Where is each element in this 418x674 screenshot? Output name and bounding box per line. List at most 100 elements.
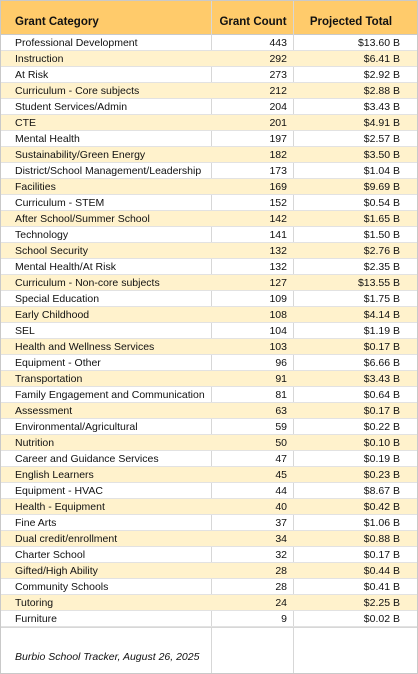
projected-total-cell: $0.17 B bbox=[363, 549, 400, 561]
projected-total-cell: $3.43 B bbox=[363, 373, 400, 385]
projected-total-cell: $0.42 B bbox=[363, 501, 400, 513]
grant-count-cell: 204 bbox=[269, 101, 287, 113]
table-row: Community Schools 28 $0.41 B bbox=[1, 579, 417, 595]
grant-category-cell: Curriculum - Core subjects bbox=[15, 85, 140, 97]
table-row: CTE 201 $4.91 B bbox=[1, 115, 417, 131]
table-row: Curriculum - Core subjects 212 $2.88 B bbox=[1, 83, 417, 99]
projected-total-cell: $0.88 B bbox=[363, 533, 400, 545]
table-row: Charter School 32 $0.17 B bbox=[1, 547, 417, 563]
table-row: After School/Summer School 142 $1.65 B bbox=[1, 211, 417, 227]
grant-category-cell: Career and Guidance Services bbox=[15, 453, 159, 465]
grant-category-cell: Sustainability/Green Energy bbox=[15, 149, 146, 161]
projected-total-cell: $0.23 B bbox=[363, 469, 400, 481]
projected-total-cell: $1.19 B bbox=[363, 325, 400, 337]
grant-count-cell: 197 bbox=[269, 133, 287, 145]
grant-count-cell: 212 bbox=[269, 85, 287, 97]
table-row: Tutoring 24 $2.25 B bbox=[1, 595, 417, 611]
projected-total-cell: $2.25 B bbox=[363, 597, 400, 609]
table-row: Student Services/Admin 204 $3.43 B bbox=[1, 99, 417, 115]
projected-total-cell: $2.76 B bbox=[363, 245, 400, 257]
table-row: Instruction 292 $6.41 B bbox=[1, 51, 417, 67]
grant-count-cell: 44 bbox=[275, 485, 287, 497]
table-row: Early Childhood 108 $4.14 B bbox=[1, 307, 417, 323]
grant-count-cell: 182 bbox=[269, 149, 287, 161]
grant-category-cell: Family Engagement and Communication bbox=[15, 389, 205, 401]
projected-total-cell: $0.22 B bbox=[363, 421, 400, 433]
table-row: Curriculum - STEM 152 $0.54 B bbox=[1, 195, 417, 211]
grant-category-cell: Early Childhood bbox=[15, 309, 90, 321]
projected-total-cell: $0.64 B bbox=[363, 389, 400, 401]
grant-category-cell: Furniture bbox=[15, 613, 58, 625]
grant-count-cell: 34 bbox=[275, 533, 287, 545]
grant-category-cell: Gifted/High Ability bbox=[15, 565, 98, 577]
table-row: Gifted/High Ability 28 $0.44 B bbox=[1, 563, 417, 579]
projected-total-cell: $1.06 B bbox=[363, 517, 400, 529]
grant-count-cell: 50 bbox=[275, 437, 287, 449]
table-row: District/School Management/Leadership 173… bbox=[1, 163, 417, 179]
projected-total-cell: $6.66 B bbox=[363, 357, 400, 369]
grant-category-cell: Tutoring bbox=[15, 597, 54, 609]
grant-count-cell: 104 bbox=[269, 325, 287, 337]
grant-count-cell: 28 bbox=[275, 581, 287, 593]
projected-total-cell: $1.75 B bbox=[363, 293, 400, 305]
grant-category-cell: SEL bbox=[15, 325, 35, 337]
grant-count-cell: 59 bbox=[275, 421, 287, 433]
projected-total-cell: $0.54 B bbox=[363, 197, 400, 209]
grant-category-cell: School Security bbox=[15, 245, 88, 257]
grant-count-cell: 443 bbox=[269, 37, 287, 49]
source-note: Burbio School Tracker, August 26, 2025 bbox=[15, 651, 200, 663]
table-row: English Learners 45 $0.23 B bbox=[1, 467, 417, 483]
projected-total-cell: $1.65 B bbox=[363, 213, 400, 225]
grant-count-cell: 91 bbox=[275, 373, 287, 385]
projected-total-cell: $2.57 B bbox=[363, 133, 400, 145]
grant-category-cell: Charter School bbox=[15, 549, 86, 561]
grant-category-cell: Mental Health/At Risk bbox=[15, 261, 116, 273]
grant-category-cell: Facilities bbox=[15, 181, 56, 193]
table-row: Dual credit/enrollment 34 $0.88 B bbox=[1, 531, 417, 547]
grant-count-cell: 173 bbox=[269, 165, 287, 177]
table-row: SEL 104 $1.19 B bbox=[1, 323, 417, 339]
grant-category-cell: Technology bbox=[15, 229, 69, 241]
projected-total-cell: $13.55 B bbox=[357, 277, 400, 289]
grant-count-cell: 28 bbox=[275, 565, 287, 577]
table-row: Environmental/Agricultural 59 $0.22 B bbox=[1, 419, 417, 435]
header-grant-category: Grant Category bbox=[15, 16, 99, 28]
grant-category-cell: Fine Arts bbox=[15, 517, 57, 529]
grant-category-cell: At Risk bbox=[15, 69, 49, 81]
grant-count-cell: 109 bbox=[269, 293, 287, 305]
grant-count-cell: 132 bbox=[269, 261, 287, 273]
projected-total-cell: $0.41 B bbox=[363, 581, 400, 593]
table-row: Facilities 169 $9.69 B bbox=[1, 179, 417, 195]
table-row: Nutrition 50 $0.10 B bbox=[1, 435, 417, 451]
grant-count-cell: 9 bbox=[281, 613, 287, 625]
projected-total-cell: $0.19 B bbox=[363, 453, 400, 465]
grant-count-cell: 96 bbox=[275, 357, 287, 369]
grant-count-cell: 37 bbox=[275, 517, 287, 529]
table-row: Fine Arts 37 $1.06 B bbox=[1, 515, 417, 531]
table-row: Career and Guidance Services 47 $0.19 B bbox=[1, 451, 417, 467]
grant-category-cell: District/School Management/Leadership bbox=[15, 165, 202, 177]
projected-total-cell: $4.91 B bbox=[363, 117, 400, 129]
grant-count-cell: 142 bbox=[269, 213, 287, 225]
grant-category-cell: Equipment - Other bbox=[15, 357, 101, 369]
grant-count-cell: 40 bbox=[275, 501, 287, 513]
table-row: Mental Health 197 $2.57 B bbox=[1, 131, 417, 147]
grant-count-cell: 152 bbox=[269, 197, 287, 209]
projected-total-cell: $1.50 B bbox=[363, 229, 400, 241]
grant-category-cell: Equipment - HVAC bbox=[15, 485, 103, 497]
projected-total-cell: $0.17 B bbox=[363, 341, 400, 353]
grant-category-cell: Curriculum - STEM bbox=[15, 197, 105, 209]
grant-category-cell: Student Services/Admin bbox=[15, 101, 128, 113]
grant-count-cell: 24 bbox=[275, 597, 287, 609]
grant-category-cell: Professional Development bbox=[15, 37, 138, 49]
projected-total-cell: $2.88 B bbox=[363, 85, 400, 97]
grant-category-cell: Nutrition bbox=[15, 437, 55, 449]
table-header: Grant Category Grant Count Projected Tot… bbox=[1, 1, 417, 35]
table-row: At Risk 273 $2.92 B bbox=[1, 67, 417, 83]
projected-total-cell: $2.35 B bbox=[363, 261, 400, 273]
table-footer: Burbio School Tracker, August 26, 2025 bbox=[1, 627, 417, 674]
table-row: Curriculum - Non-core subjects 127 $13.55 … bbox=[1, 275, 417, 291]
grant-category-cell: After School/Summer School bbox=[15, 213, 150, 225]
table-body: Professional Development 443 $13.60 B Instr… bbox=[1, 35, 417, 627]
